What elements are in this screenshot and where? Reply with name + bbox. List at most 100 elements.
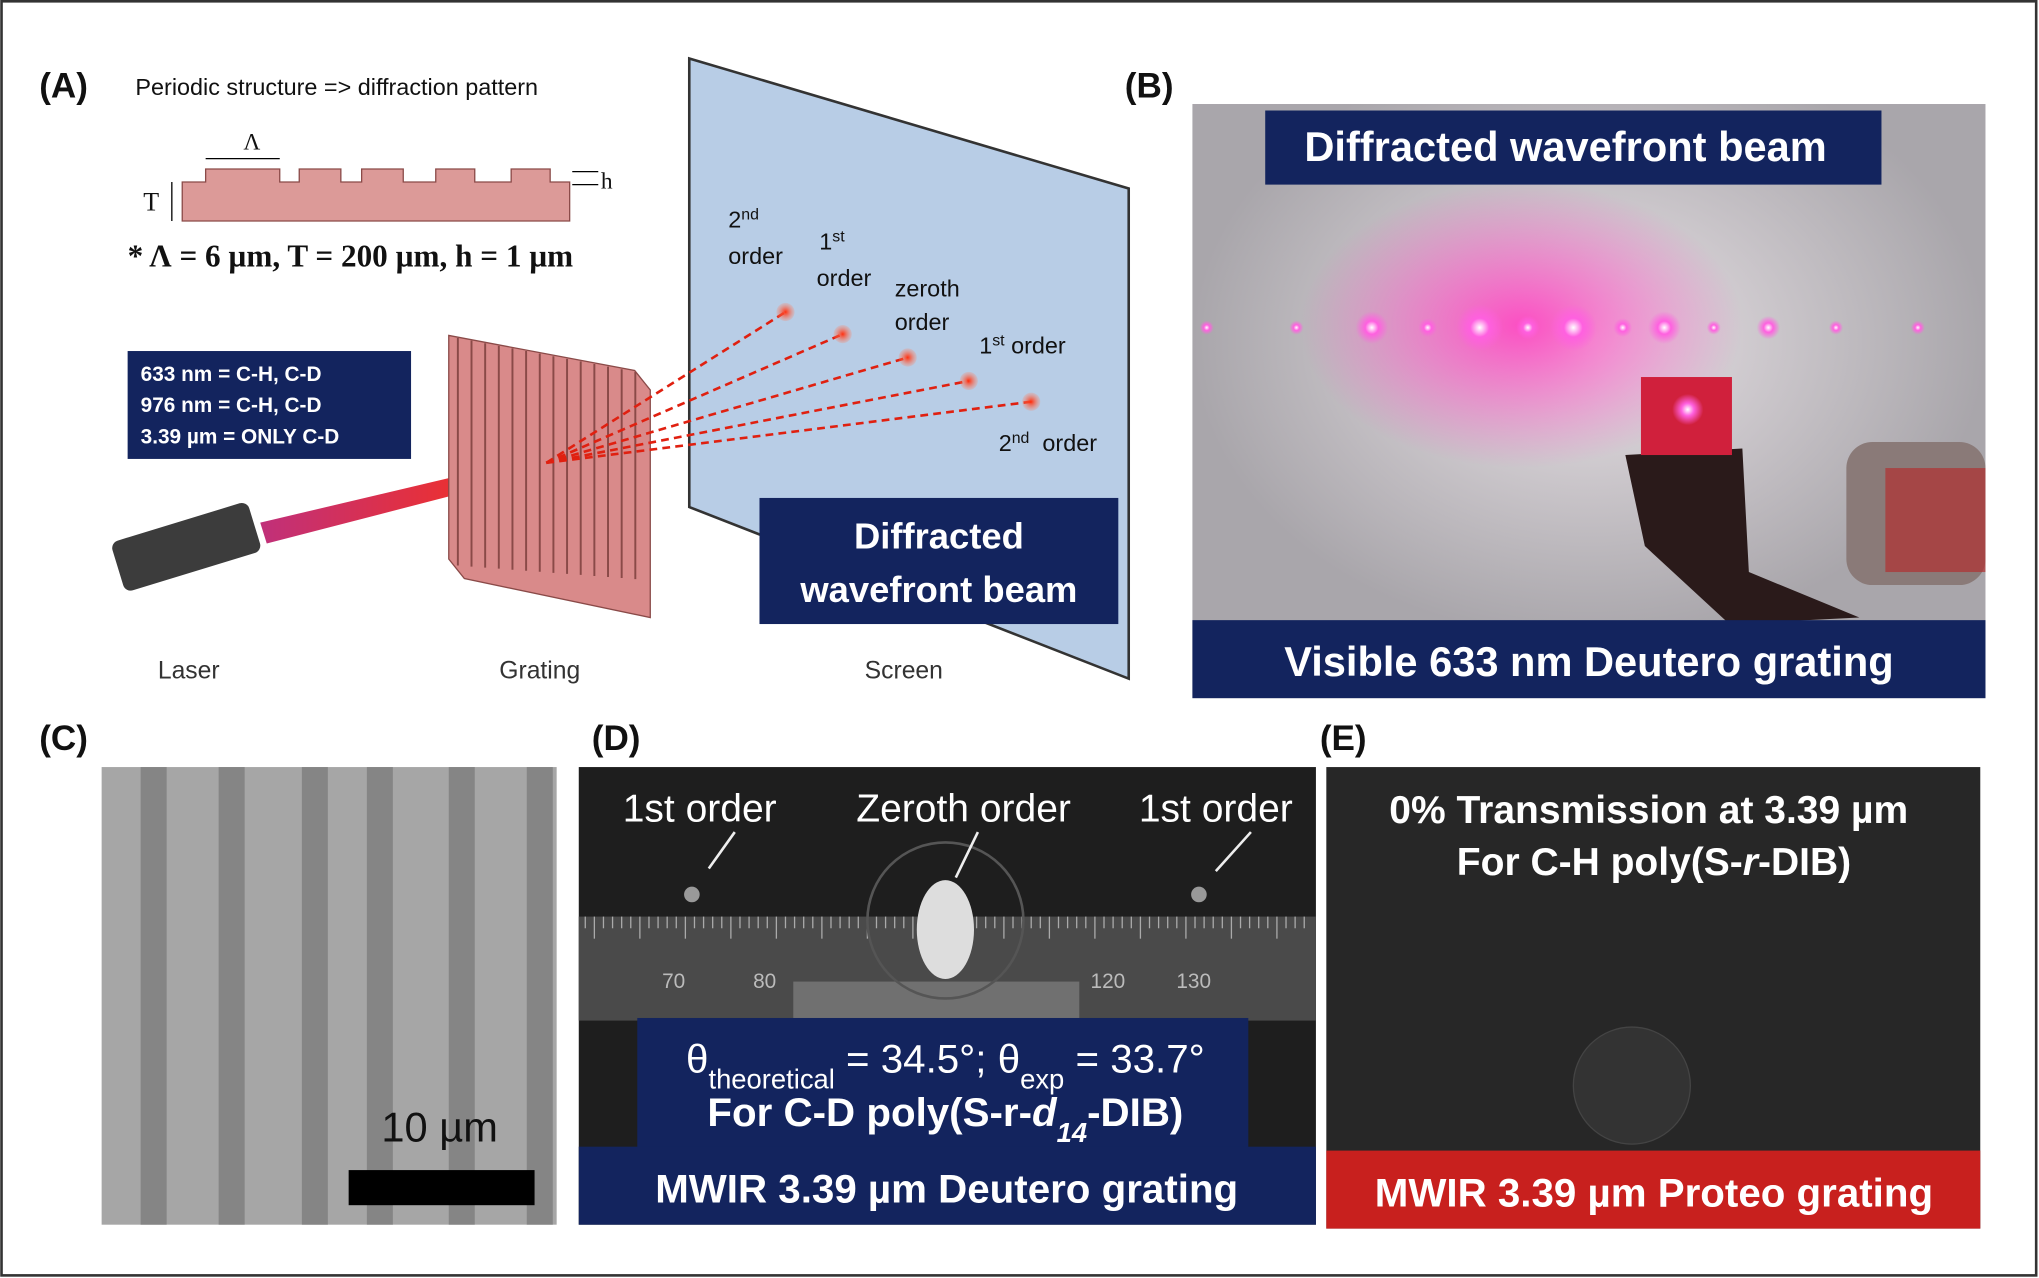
beam-spot	[1516, 315, 1540, 340]
bottom-bar	[1326, 1150, 1981, 1229]
ray	[545, 356, 909, 465]
label: Screen	[865, 658, 943, 685]
rich-label: order	[817, 265, 872, 291]
ray	[546, 400, 1032, 465]
text-run: theoretical	[708, 1063, 834, 1094]
label: 1st order	[623, 788, 777, 831]
sample-spot	[1672, 393, 1704, 426]
label: 70	[662, 970, 685, 993]
legend-text: 633 nm = C-H, C-D	[141, 363, 322, 386]
arrow	[1214, 831, 1252, 872]
rich-label: 2nd	[728, 206, 759, 233]
rich-label: order	[728, 243, 783, 269]
panel-b	[1192, 104, 1986, 699]
rich-label: order	[895, 309, 950, 335]
text-run: zeroth	[895, 275, 960, 301]
faint-sample	[1572, 1026, 1692, 1145]
label: MWIR 3.39 µm Proteo grating	[1375, 1170, 1933, 1215]
panel-label: (A)	[39, 67, 88, 106]
beam-spot	[1355, 311, 1389, 345]
screen-label-box	[759, 497, 1119, 625]
text-run: nd	[1012, 430, 1030, 447]
beam-spot	[1289, 320, 1304, 335]
text-run: For C-D poly(S-r-	[707, 1090, 1032, 1135]
sem-stripe	[140, 767, 167, 1225]
bottom-bar	[1192, 620, 1986, 699]
rich-label: zeroth	[895, 275, 960, 301]
diffraction-dot	[833, 325, 852, 344]
legend-box	[127, 351, 412, 459]
text-run: -DIB)	[1087, 1090, 1183, 1135]
rich-label: For C-H poly(S-r-DIB)	[1457, 841, 1851, 884]
diffraction-dot	[898, 348, 917, 367]
label: 120	[1091, 970, 1126, 993]
rich-label: 1st	[819, 228, 845, 254]
symbol: Λ	[243, 130, 260, 156]
arrow	[707, 831, 736, 870]
text-run: exp	[1020, 1063, 1064, 1094]
sem-stripe	[301, 767, 328, 1225]
beam-spot	[1756, 315, 1781, 340]
laser	[112, 502, 261, 591]
legend-text: 976 nm = C-H, C-D	[141, 394, 322, 417]
first-spot	[1191, 886, 1207, 903]
panel-c	[101, 767, 557, 1225]
text-run: θ	[686, 1037, 708, 1082]
text-run: order	[895, 309, 950, 335]
text-run: 1	[819, 229, 832, 255]
theta-box	[637, 1017, 1249, 1148]
diffraction-dot	[1022, 392, 1041, 411]
diffraction-dot	[776, 302, 795, 322]
label: Diffracted	[854, 516, 1024, 557]
sem-stripe	[218, 767, 245, 1225]
ray	[545, 310, 787, 464]
panel-e	[1326, 767, 1981, 1229]
rich-label: 2nd order	[999, 430, 1098, 457]
panel-label: (D)	[592, 719, 641, 758]
text-run: order	[728, 243, 783, 269]
bottom-bar	[578, 1146, 1316, 1225]
text-run: 1	[979, 333, 992, 359]
label: Grating	[499, 658, 580, 685]
label: MWIR 3.39 µm Deutero grating	[655, 1167, 1238, 1212]
sem-stripe	[526, 767, 553, 1225]
text-run: r	[1743, 841, 1760, 884]
panel-d	[578, 767, 1316, 1225]
panel-a	[112, 56, 1131, 681]
text-run: 0% Transmission at 3.39 µm	[1389, 789, 1908, 832]
first-spot	[684, 886, 700, 903]
text-run: order	[1005, 333, 1066, 359]
text-run: = 33.7°	[1064, 1037, 1204, 1082]
text-run: nd	[741, 206, 759, 223]
beam-spot	[1456, 304, 1504, 352]
ray	[546, 379, 970, 465]
rich-label: 0% Transmission at 3.39 µm	[1389, 789, 1908, 832]
label: Visible 633 nm Deutero grating	[1284, 638, 1893, 685]
beam-spot	[1706, 320, 1721, 335]
beam-spot	[1910, 320, 1925, 335]
panel-label: (B)	[1125, 67, 1174, 106]
label: wavefront beam	[799, 569, 1077, 610]
params: * Λ = 6 µm, T = 200 µm, h = 1 µm	[128, 239, 574, 274]
text-run: st	[832, 228, 845, 245]
beam-spot	[1647, 311, 1681, 345]
beam-spot	[1828, 320, 1843, 335]
top-label-box	[1265, 110, 1882, 185]
label: Diffracted wavefront beam	[1304, 123, 1826, 170]
rich-label: θtheoretical = 34.5°; θexp = 33.7°	[686, 1037, 1205, 1095]
beam-spot	[1613, 318, 1633, 337]
beam-spot	[1549, 304, 1597, 352]
panel-label: (C)	[39, 719, 88, 758]
zeroth-spot	[916, 880, 974, 979]
caption: Periodic structure => diffraction patter…	[135, 74, 538, 100]
legend-text: 3.39 µm = ONLY C-D	[141, 425, 340, 448]
beam-spot	[1418, 318, 1438, 337]
rich-label: For C-D poly(S-r-d14-DIB)	[707, 1090, 1183, 1148]
label: Zeroth order	[856, 788, 1071, 831]
panel-label: (E)	[1320, 719, 1367, 758]
arrow	[954, 831, 980, 879]
text-run: 14	[1057, 1116, 1087, 1147]
sem-stripe	[448, 767, 475, 1225]
